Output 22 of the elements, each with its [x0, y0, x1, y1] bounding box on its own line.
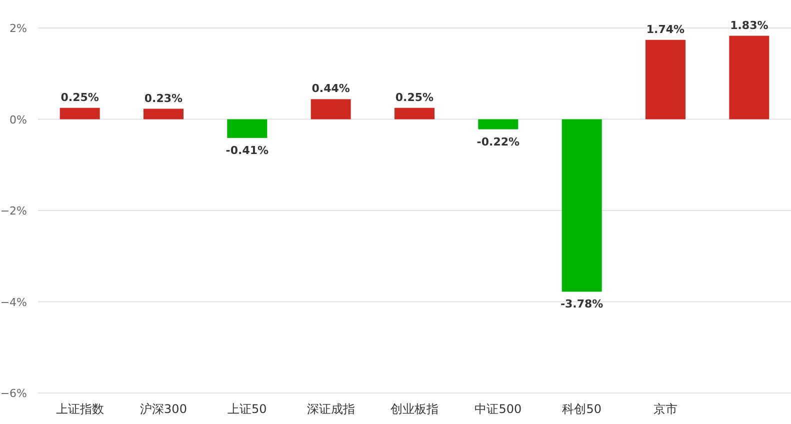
data-label: -0.41% — [226, 144, 269, 157]
x-tick-label: 上证50 — [228, 402, 267, 416]
y-tick-label: 0% — [10, 113, 27, 126]
x-tick-label: 创业板指 — [390, 402, 438, 416]
data-label: 0.44% — [312, 82, 350, 96]
x-tick-label: 科创50 — [562, 402, 602, 416]
x-tick-label: 沪深300 — [140, 402, 187, 416]
x-tick-label: 深证成指 — [306, 402, 355, 416]
y-tick-label: −2% — [0, 204, 27, 218]
data-label: -3.78% — [560, 298, 604, 311]
data-label: 0.23% — [144, 92, 183, 105]
x-tick-label: 京市 — [654, 402, 678, 416]
y-tick-label: −4% — [0, 296, 27, 309]
y-tick-label: 2% — [10, 22, 27, 35]
data-label: -0.22% — [476, 135, 520, 148]
y-tick-label: −6% — [0, 387, 27, 400]
data-label: 0.25% — [395, 90, 434, 104]
x-tick-label: 中证500 — [474, 402, 522, 416]
data-label: 1.74% — [646, 22, 685, 36]
x-tick-label: 上证指数 — [56, 402, 104, 416]
data-label: 1.83% — [730, 18, 768, 32]
data-label: 0.25% — [60, 90, 99, 104]
